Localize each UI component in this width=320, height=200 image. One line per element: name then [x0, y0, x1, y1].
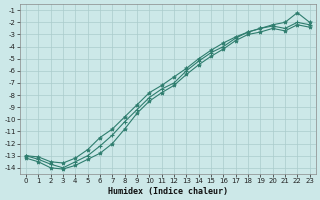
X-axis label: Humidex (Indice chaleur): Humidex (Indice chaleur)	[108, 187, 228, 196]
